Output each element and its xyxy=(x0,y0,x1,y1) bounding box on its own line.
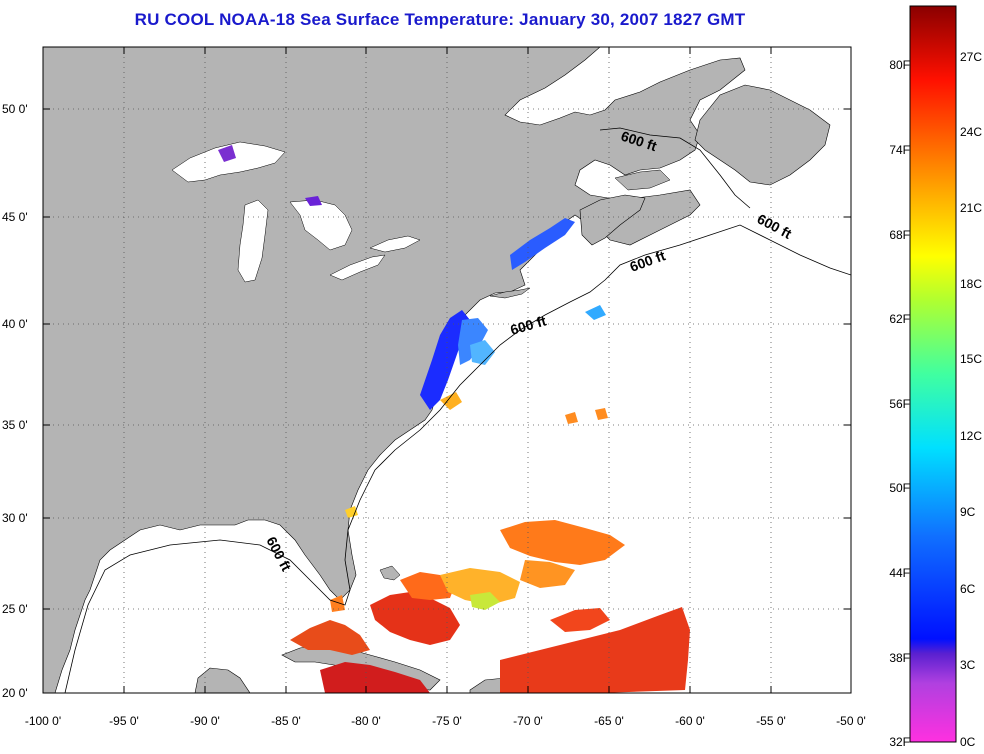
colorbar-c-label: 12C xyxy=(960,429,983,443)
colorbar-c-label: 3C xyxy=(960,658,976,672)
lon-label: -95 0' xyxy=(109,714,139,728)
gulf-st-lawrence-island xyxy=(614,169,671,191)
colorbar-c-label: 0C xyxy=(960,735,976,749)
colorbar-f-label: 32F xyxy=(889,735,910,749)
temperature-colorbar: 80F 74F 68F 62F 56F 50F 44F 38F 32F 27C … xyxy=(880,0,984,754)
colorbar-f-label: 62F xyxy=(889,312,910,326)
lon-label: -50 0' xyxy=(836,714,866,728)
nova-scotia-land xyxy=(579,194,646,246)
lake-erie xyxy=(329,254,386,281)
colorbar-f-label: 68F xyxy=(889,228,910,242)
colorbar-f-label: 38F xyxy=(889,651,910,665)
lon-label: -70 0' xyxy=(513,714,543,728)
lon-label: -60 0' xyxy=(675,714,705,728)
colorbar-c-label: 18C xyxy=(960,277,983,291)
colorbar-scale xyxy=(909,5,957,743)
yucatan-land xyxy=(194,667,251,693)
lon-label: -90 0' xyxy=(190,714,220,728)
lat-label: 35 0' xyxy=(2,418,28,432)
colorbar-c-label: 21C xyxy=(960,201,983,215)
long-island xyxy=(489,287,531,299)
north-america-land xyxy=(43,47,746,693)
lon-label: -100 0' xyxy=(24,714,62,728)
depth-contour-600ft-north xyxy=(599,127,751,209)
lon-label: -65 0' xyxy=(594,714,624,728)
lake-ontario xyxy=(369,235,421,253)
colorbar-f-label: 80F xyxy=(889,58,910,72)
lat-label: 40 0' xyxy=(2,317,28,331)
colorbar-f-label: 50F xyxy=(889,481,910,495)
lake-huron xyxy=(289,199,353,251)
lat-label: 30 0' xyxy=(2,511,28,525)
colorbar-c-label: 24C xyxy=(960,125,983,139)
colorbar-c-label: 27C xyxy=(960,50,983,64)
lon-label: -85 0' xyxy=(271,714,301,728)
map-canvas: 600 ft 600 ft 600 ft 600 ft 600 ft xyxy=(42,46,852,694)
map-ticks xyxy=(43,47,851,693)
sst-data-layer xyxy=(218,145,690,693)
lat-label: 25 0' xyxy=(2,602,28,616)
depth-contour-600ft xyxy=(64,224,851,693)
lake-superior xyxy=(171,141,286,183)
newfoundland-land xyxy=(694,84,831,186)
lon-label: -75 0' xyxy=(432,714,462,728)
colorbar-c-label: 6C xyxy=(960,582,976,596)
lat-label: 50 0' xyxy=(2,102,28,116)
sst-map[interactable]: 600 ft 600 ft 600 ft 600 ft 600 ft 50 0'… xyxy=(0,0,880,754)
map-title: RU COOL NOAA-18 Sea Surface Temperature:… xyxy=(134,10,746,29)
colorbar-c-label: 9C xyxy=(960,505,976,519)
lon-label: -55 0' xyxy=(756,714,786,728)
colorbar-c-label: 15C xyxy=(960,352,983,366)
colorbar-f-label: 74F xyxy=(889,143,910,157)
colorbar-f-label: 56F xyxy=(889,397,910,411)
lon-label: -80 0' xyxy=(351,714,381,728)
colorbar-f-label: 44F xyxy=(889,566,910,580)
lat-label: 45 0' xyxy=(2,210,28,224)
lake-michigan xyxy=(237,199,269,283)
lat-label: 20 0' xyxy=(2,686,28,700)
